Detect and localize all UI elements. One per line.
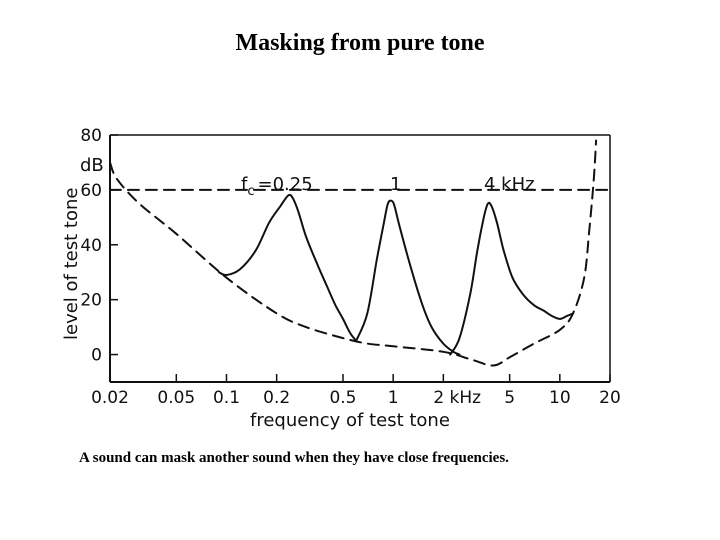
masking-curve-2 [217,193,358,342]
slide-caption: A sound can mask another sound when they… [79,450,509,466]
y-tick-label: 80 [80,126,102,146]
x-tick-label: 0.5 [329,388,356,408]
tick-labels: 0.02 0.05 0.1 0.2 0.5 1 2 kHz 5 10 20 80 60 40 20 0 [80,126,620,408]
x-tick-label: 0.1 [213,388,240,408]
y-tick-label: 0 [91,346,102,366]
annotation-4khz: 4 kHz [484,174,535,195]
x-tick-label: 0.2 [263,388,290,408]
fc-subscript: c [247,184,254,199]
y-tick-label: 20 [80,291,102,311]
x-tick-label: 10 [549,388,571,408]
ticks [109,134,611,382]
masking-curve-4 [449,201,574,356]
y-axis-title: level of test tone [61,188,82,340]
series-group [109,139,611,367]
y-tick-label: 60 [80,181,102,201]
x-tick-label: 0.02 [91,388,129,408]
fc-value: =0.25 [258,174,313,195]
slide-title: Masking from pure tone [235,30,485,56]
y-tick-label: 40 [80,236,102,256]
x-tick-label: 0.05 [157,388,195,408]
x-axis-title: frequency of test tone [250,410,450,431]
x-tick-label: 1 [388,388,399,408]
x-tick-label: 20 [599,388,621,408]
annotation-1khz: 1 [390,174,401,195]
fc-annotation: fc =0.25 [241,174,313,199]
y-unit-label: dB [80,155,104,176]
plot-frame [109,134,611,383]
dashed-curve-0 [109,139,598,367]
x-tick-label: 2 kHz [433,388,481,408]
fc-prefix: f [241,174,248,195]
masking-curve-3 [355,199,461,356]
x-tick-label: 5 [504,388,515,408]
